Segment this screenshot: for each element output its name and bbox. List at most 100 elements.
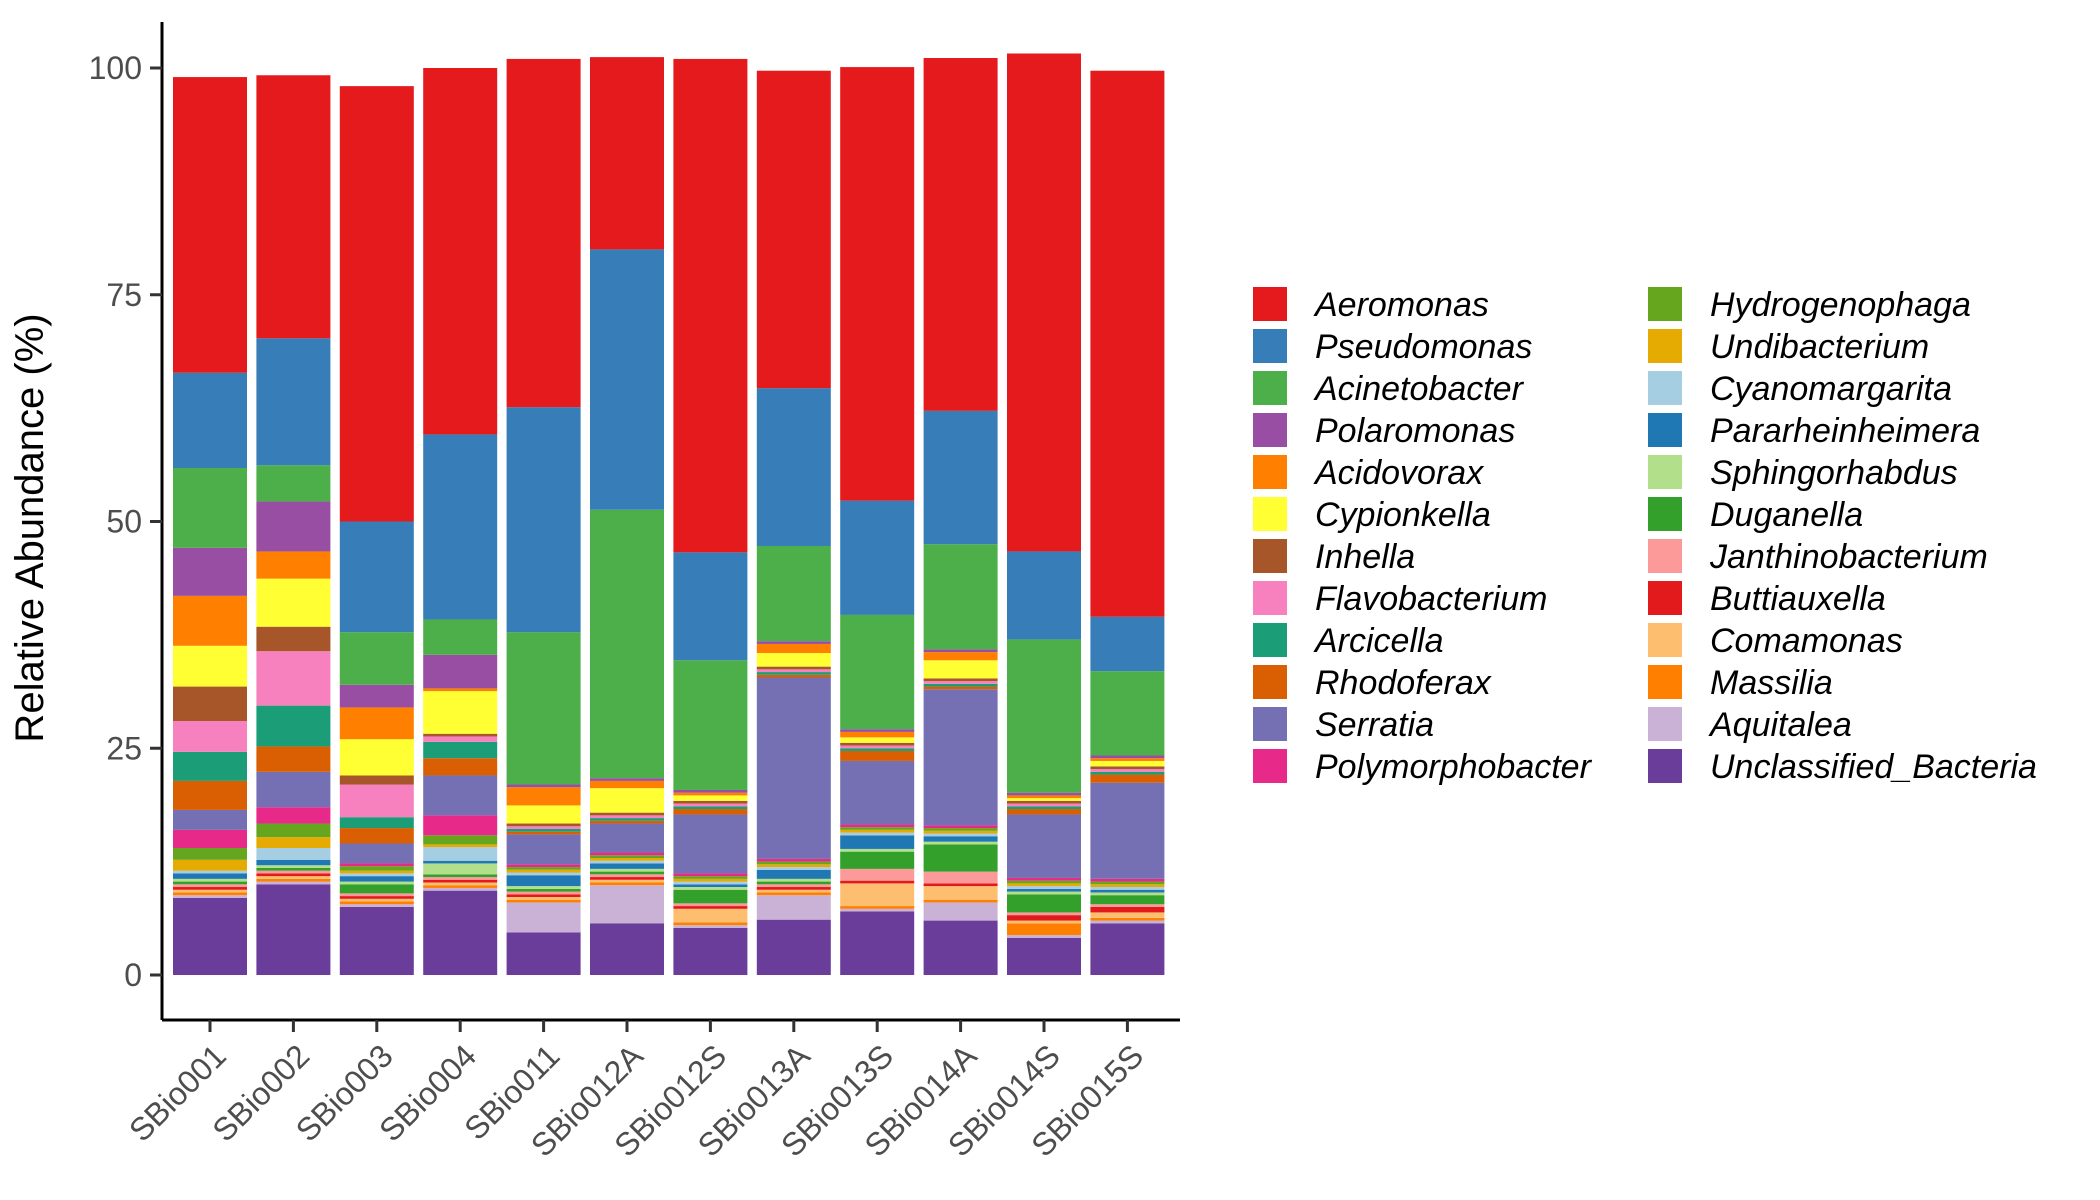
bar-segment-sbio014s-polymorphobacter (1007, 877, 1081, 881)
bar-segment-sbio011-duganella (506, 888, 581, 892)
bar-segment-sbio012s-aeromonas (673, 58, 748, 553)
bar-segment-sbio014a-pseudomonas (923, 410, 998, 545)
bar-segment-sbio015s-cyanomargarita (1090, 887, 1165, 890)
bar-segment-sbio014s-unclassified-bacteria (1007, 937, 1081, 975)
legend-label-sphingorhabdus: Sphingorhabdus (1710, 454, 1958, 492)
bar-segment-sbio003-comamonas (339, 898, 414, 902)
bar-segment-sbio013a-polaromonas (756, 641, 831, 644)
bar-segment-sbio011-flavobacterium (506, 826, 581, 829)
bar-segment-sbio004-polaromonas (423, 654, 498, 689)
legend-item-inhella: Inhella (1253, 538, 1415, 576)
legend-swatch-undibacterium (1648, 329, 1682, 363)
bar-segment-sbio001-massilia (173, 892, 247, 896)
bar-segment-sbio015s-pseudomonas (1090, 616, 1165, 672)
legend-swatch-flavobacterium (1253, 581, 1287, 615)
bar-segment-sbio014a-cyanomargarita (923, 833, 998, 837)
bar-segment-sbio012a-aquitalea (590, 885, 664, 924)
bar-segment-sbio014s-flavobacterium (1007, 803, 1081, 807)
bar-segment-sbio012a-hydrogenophaga (590, 855, 664, 858)
bar-segment-sbio012a-sphingorhabdus (590, 868, 664, 872)
bar-segment-sbio011-rhodoferax (506, 831, 581, 835)
bar-segment-sbio013s-buttiauxella (840, 880, 915, 884)
bar-segment-sbio012s-acinetobacter (673, 660, 748, 790)
bar-segment-sbio014a-polymorphobacter (923, 825, 998, 829)
bar-segment-sbio013a-cyanomargarita (756, 867, 831, 870)
bar-group-sbio013s (840, 67, 915, 975)
legend-item-cyanomargarita: Cyanomargarita (1648, 370, 1952, 408)
bar-segment-sbio004-unclassified-bacteria (423, 890, 498, 975)
bar-segment-sbio001-duganella (173, 881, 247, 885)
y-tick-label-100: 100 (89, 50, 142, 86)
bar-segment-sbio014a-polaromonas (923, 649, 998, 653)
bar-segment-sbio011-hydrogenophaga (506, 867, 581, 870)
bar-segment-sbio012s-arcicella (673, 806, 748, 810)
bar-segment-sbio003-sphingorhabdus (339, 881, 414, 885)
legend-label-arcicella: Arcicella (1313, 622, 1443, 660)
bar-segment-sbio003-cypionkella (339, 739, 414, 776)
bar-group-sbio015s (1090, 70, 1165, 975)
bar-segment-sbio001-aeromonas (173, 77, 247, 373)
bar-segment-sbio014s-comamonas (1007, 920, 1081, 924)
legend-item-acidovorax: Acidovorax (1253, 454, 1484, 492)
bar-segment-sbio013a-unclassified-bacteria (756, 919, 831, 975)
bar-segment-sbio014a-flavobacterium (923, 681, 998, 684)
legend-label-flavobacterium: Flavobacterium (1315, 580, 1547, 618)
legend-item-acinetobacter: Acinetobacter (1253, 370, 1525, 408)
bar-segment-sbio013a-janthinobacterium (756, 884, 831, 888)
bar-segment-sbio013s-aquitalea (840, 908, 915, 912)
bar-segment-sbio004-cyanomargarita (423, 847, 498, 861)
bar-segment-sbio015s-flavobacterium (1090, 769, 1165, 772)
bar-segment-sbio004-janthinobacterium (423, 877, 498, 880)
bar-segment-sbio012a-acidovorax (590, 780, 664, 789)
bar-segment-sbio012s-serratia (673, 814, 748, 874)
bar-segment-sbio012s-comamonas (673, 908, 748, 923)
bar-segment-sbio015s-polymorphobacter (1090, 878, 1165, 882)
bar-segment-sbio014a-arcicella (923, 683, 998, 687)
bar-segment-sbio003-acinetobacter (339, 632, 414, 685)
bar-segment-sbio015s-polaromonas (1090, 755, 1165, 759)
legend-item-undibacterium: Undibacterium (1648, 328, 1929, 366)
bar-segment-sbio013s-serratia (840, 760, 915, 825)
bar-segment-sbio012s-acidovorax (673, 792, 748, 796)
bar-segment-sbio003-pseudomonas (339, 521, 414, 633)
bar-segment-sbio011-arcicella (506, 828, 581, 832)
bar-segment-sbio004-pararheinheimera (423, 860, 498, 864)
legend-swatch-buttiauxella (1648, 581, 1682, 615)
bar-segment-sbio012s-polymorphobacter (673, 873, 748, 877)
legend-label-pseudomonas: Pseudomonas (1315, 328, 1532, 366)
bar-segment-sbio013s-acidovorax (840, 731, 915, 738)
legend-label-inhella: Inhella (1315, 538, 1415, 576)
bar-segment-sbio013a-polymorphobacter (756, 858, 831, 862)
bar-segment-sbio013a-arcicella (756, 672, 831, 675)
bar-segment-sbio002-rhodoferax (256, 746, 331, 772)
bar-segment-sbio013s-polaromonas (840, 729, 915, 732)
y-axis-title: Relative Abundance (%) (8, 313, 52, 742)
bar-segment-sbio014s-sphingorhabdus (1007, 891, 1081, 895)
bar-segment-sbio011-inhella (506, 823, 581, 827)
bar-segment-sbio015s-massilia (1090, 917, 1165, 921)
legend-item-janthinobacterium: Janthinobacterium (1648, 538, 1988, 576)
bar-segment-sbio002-inhella (256, 626, 331, 652)
bar-segment-sbio013s-unclassified-bacteria (840, 911, 915, 975)
bar-segment-sbio014s-pseudomonas (1007, 551, 1081, 640)
bar-segment-sbio011-cyanomargarita (506, 872, 581, 876)
bar-segment-sbio012a-serratia (590, 823, 664, 853)
bar-segment-sbio014s-pararheinheimera (1007, 888, 1081, 892)
bar-segment-sbio001-serratia (173, 809, 247, 830)
bar-segment-sbio011-polymorphobacter (506, 864, 581, 868)
legend-label-undibacterium: Undibacterium (1710, 328, 1929, 366)
bar-segment-sbio002-aquitalea (256, 881, 331, 885)
legend-swatch-aeromonas (1253, 287, 1287, 321)
bar-segment-sbio011-acidovorax (506, 787, 581, 806)
bar-group-sbio003 (339, 86, 414, 975)
legend-label-acidovorax: Acidovorax (1313, 454, 1484, 492)
bar-segment-sbio013a-inhella (756, 666, 831, 670)
bar-segment-sbio002-sphingorhabdus (256, 865, 331, 868)
legend-swatch-hydrogenophaga (1648, 287, 1682, 321)
bar-segment-sbio002-arcicella (256, 705, 331, 747)
bar-segment-sbio015s-rhodoferax (1090, 774, 1165, 783)
legend-item-polymorphobacter: Polymorphobacter (1253, 748, 1593, 786)
bar-segment-sbio012a-undibacterium (590, 858, 664, 861)
bar-segment-sbio015s-arcicella (1090, 771, 1165, 775)
